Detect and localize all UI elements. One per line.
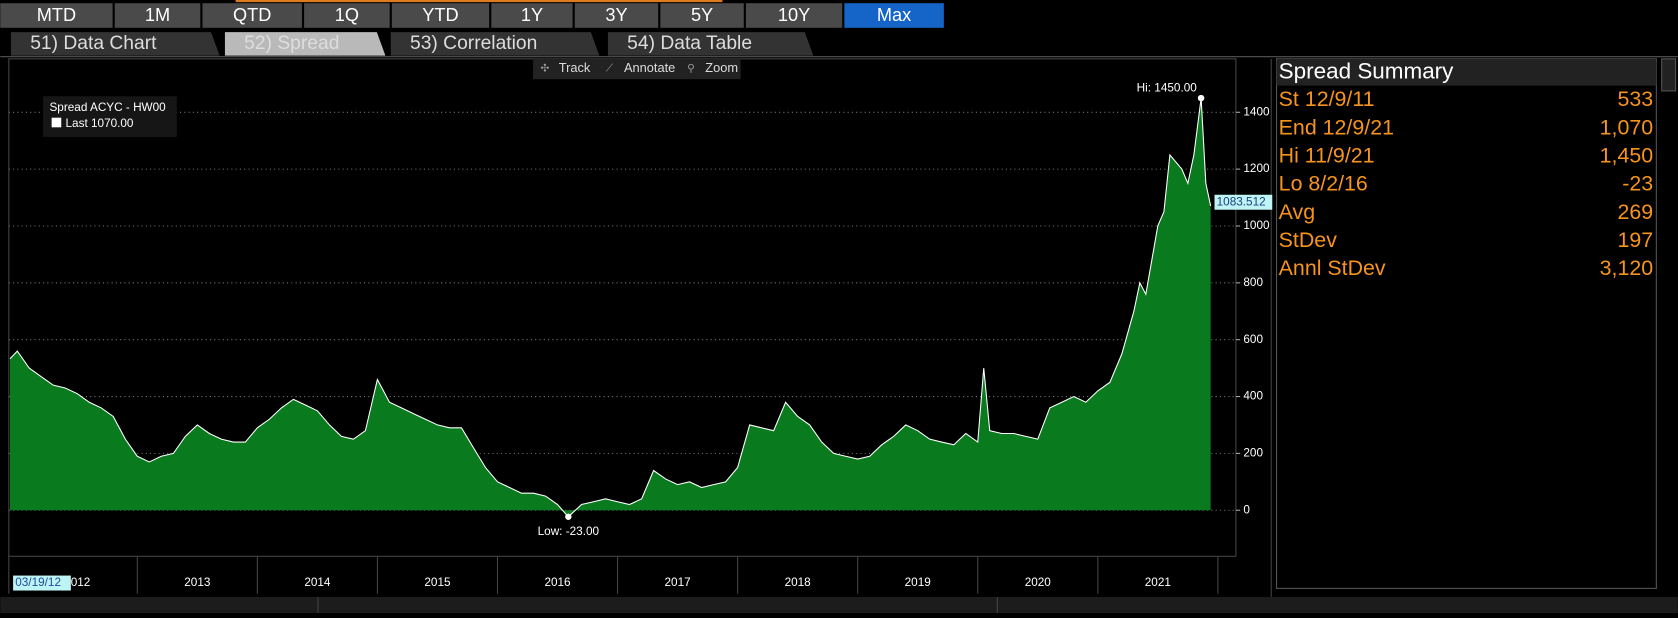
x-label: 2021 xyxy=(1145,576,1171,589)
range-tab[interactable] xyxy=(745,3,843,28)
hi-marker xyxy=(1197,94,1205,102)
range-tab[interactable] xyxy=(304,3,390,28)
summary-value: 3,120 xyxy=(1600,256,1654,280)
range-tab-label: 5Y xyxy=(691,5,713,25)
summary-value: 533 xyxy=(1617,87,1653,111)
panel-header xyxy=(1276,59,1657,86)
range-tab[interactable] xyxy=(391,3,490,28)
range-tab-label: 1M xyxy=(145,5,170,25)
summary-label: Hi 11/9/21 xyxy=(1279,143,1375,167)
summary-value: 1,450 xyxy=(1600,143,1654,167)
tool-icon: ⚲ xyxy=(687,62,695,74)
low-label: Low: -23.00 xyxy=(538,525,600,538)
status-bar xyxy=(0,596,1678,613)
summary-value: 1,070 xyxy=(1600,115,1654,139)
y-tick-label: 1000 xyxy=(1243,219,1270,232)
x-label: 2019 xyxy=(905,576,931,589)
summary-label: Avg xyxy=(1279,200,1315,224)
x-label: 2017 xyxy=(665,576,691,589)
range-tab[interactable] xyxy=(114,3,201,28)
tool-icon: ⟋ xyxy=(606,62,614,74)
range-tab-label: YTD xyxy=(422,5,458,25)
tool-label[interactable]: Annotate xyxy=(624,60,675,75)
summary-label: End 12/9/21 xyxy=(1279,115,1394,139)
legend-last: Last 1070.00 xyxy=(66,117,134,130)
legend-swatch xyxy=(51,117,62,128)
legend-bg xyxy=(43,96,177,137)
toolbar: ✣ Track ⟋ Annotate ⚲ Zoom xyxy=(533,58,741,80)
y-tick-label: 200 xyxy=(1243,447,1263,460)
x-label: 2016 xyxy=(544,576,571,589)
line xyxy=(9,98,1212,518)
low-marker xyxy=(565,513,572,520)
y-tick-label: 1200 xyxy=(1243,162,1270,175)
x-label: 2014 xyxy=(304,576,331,589)
range-tab[interactable] xyxy=(202,3,302,28)
range-tabs: MTD 1M QTD 1Q YTD 1Y 3Y 5Y 10Y Max xyxy=(0,3,944,28)
panel-title: Spread Summary xyxy=(1279,59,1454,84)
tool-label[interactable]: Track xyxy=(559,60,591,75)
area xyxy=(10,98,1211,517)
y-tick-label: 0 xyxy=(1243,503,1250,516)
last-tag: 1083.512 xyxy=(1217,195,1266,208)
summary-panel: Spread Summary St 12/9/11 533 End 12/9/21 1… xyxy=(1276,58,1657,589)
view-tab-label: 54) Data Table xyxy=(627,33,752,54)
scrollbar[interactable] xyxy=(1661,58,1677,92)
view-tab[interactable] xyxy=(390,32,600,56)
y-tick-label: 600 xyxy=(1243,333,1263,346)
legend-title: Spread ACYC - HW00 xyxy=(49,101,166,114)
panel-frame xyxy=(1276,58,1657,589)
view-tab-label: 53) Correlation xyxy=(410,33,537,54)
x-label: 2013 xyxy=(184,576,211,589)
date-marker-bg xyxy=(13,575,71,591)
range-tab-label: MTD xyxy=(37,5,76,25)
view-tab-label: 51) Data Chart xyxy=(30,33,157,54)
date-marker: 03/19/12 xyxy=(15,576,61,589)
last-tag-bg xyxy=(1214,194,1273,210)
summary-label: St 12/9/11 xyxy=(1279,87,1375,111)
range-tab-label: 10Y xyxy=(778,5,810,25)
range-tab[interactable] xyxy=(660,3,744,28)
x-label: 2015 xyxy=(424,576,451,589)
accent-bar xyxy=(235,0,723,3)
view-tab[interactable] xyxy=(10,32,220,56)
tool-label[interactable]: Zoom xyxy=(705,60,738,75)
view-tab[interactable] xyxy=(607,32,814,56)
range-tab-label: 1Y xyxy=(521,5,543,25)
range-tab[interactable] xyxy=(574,3,659,28)
range-tab[interactable] xyxy=(491,3,573,28)
x-label: 2020 xyxy=(1025,576,1052,589)
summary-label: Annl StDev xyxy=(1279,256,1386,280)
range-tab[interactable] xyxy=(844,3,944,28)
range-tab-label: 1Q xyxy=(335,5,359,25)
x-label: 2018 xyxy=(785,576,812,589)
y-tick-label: 400 xyxy=(1243,390,1263,403)
range-tab-label: Max xyxy=(877,5,911,25)
hi-label: Hi: 1450.00 xyxy=(1137,82,1198,95)
range-tab-label: QTD xyxy=(233,5,271,25)
summary-value: 269 xyxy=(1617,200,1653,224)
summary-value: 197 xyxy=(1617,228,1653,252)
summary-label: Lo 8/2/16 xyxy=(1279,172,1368,196)
y-tick-label: 800 xyxy=(1243,276,1263,289)
range-tab-label: 3Y xyxy=(605,5,627,25)
summary-label: StDev xyxy=(1279,228,1338,252)
range-tab[interactable] xyxy=(0,3,113,28)
toolbar-bg xyxy=(533,58,741,80)
summary-value: -23 xyxy=(1622,172,1653,196)
legend: Spread ACYC - HW00 Last 1070.00 xyxy=(43,96,177,137)
view-tab[interactable] xyxy=(224,32,386,56)
view-tabs: 51) Data Chart 52) Spread 53) Correlation 5… xyxy=(10,32,814,56)
y-tick-label: 1400 xyxy=(1243,105,1270,118)
view-tab-label: 52) Spread xyxy=(244,33,339,54)
tool-icon: ✣ xyxy=(541,62,550,74)
